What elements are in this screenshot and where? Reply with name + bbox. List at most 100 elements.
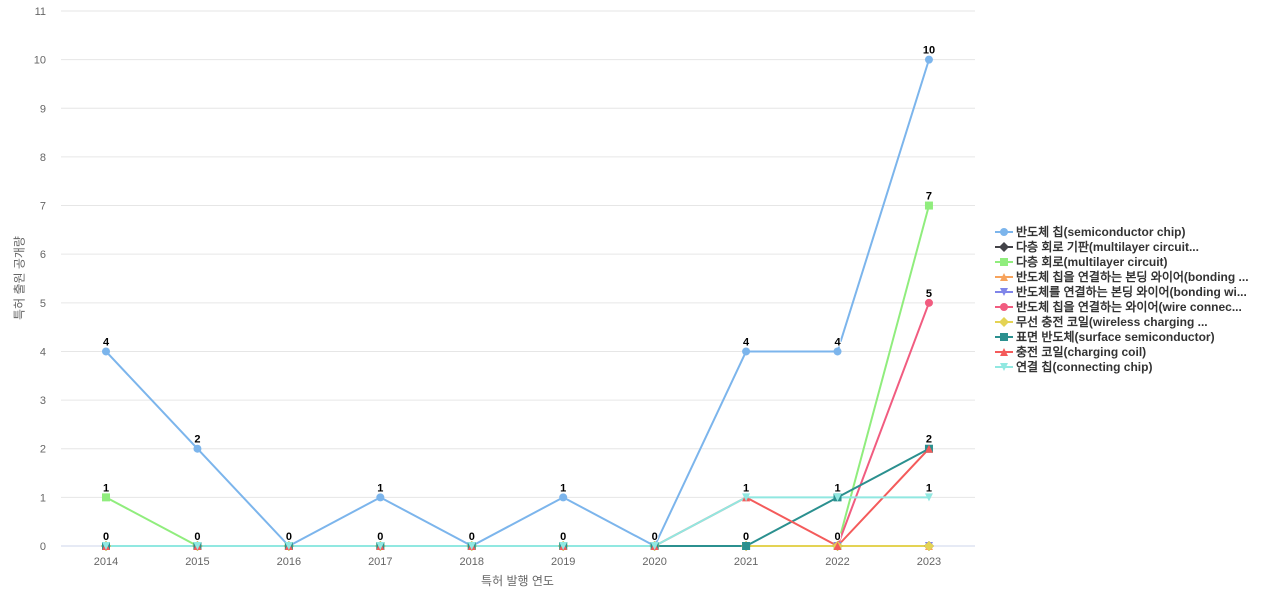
- y-tick-label: 7: [40, 201, 46, 213]
- x-tick-label: 2014: [94, 556, 118, 568]
- legend-item[interactable]: 무선 충전 코일(wireless charging ...: [995, 314, 1249, 329]
- x-tick-label: 2020: [642, 556, 666, 568]
- legend-label: 반도체 칩을 연결하는 본딩 와이어(bonding ...: [1016, 270, 1249, 284]
- legend-item[interactable]: 연결 칩(connecting chip): [995, 359, 1249, 374]
- series-10-point: [102, 542, 110, 550]
- data-label: 4: [743, 336, 750, 348]
- data-label: 0: [560, 531, 566, 543]
- data-label: 0: [194, 531, 200, 543]
- legend-symbol: [995, 241, 1013, 252]
- series-10-point: [193, 542, 202, 550]
- legend-marker: [1000, 287, 1008, 296]
- series-6-point: [924, 298, 933, 307]
- series-10-point: [376, 542, 385, 550]
- y-tick-label: 3: [40, 395, 46, 407]
- data-label: 0: [469, 531, 475, 543]
- legend-label: 반도체 칩(semiconductor chip): [1016, 225, 1186, 239]
- y-axis-ticks: 0 1 2 3 4 5 6 7 8 9 10 11: [34, 6, 46, 553]
- x-axis-title: 특허 발행 연도: [481, 574, 554, 588]
- series-3-point: [924, 201, 933, 210]
- data-label: 1: [743, 482, 749, 494]
- series-1-point: [193, 444, 202, 453]
- series-10-point: [924, 493, 933, 502]
- series-1-point: [924, 55, 933, 64]
- series-3-point: [102, 493, 110, 502]
- series-line-6: [105, 301, 930, 547]
- legend-symbol: [995, 347, 1013, 356]
- legend-marker: [1000, 302, 1008, 311]
- legend-symbol: [995, 272, 1013, 281]
- grid-lines: [61, 10, 975, 547]
- data-label: 1: [926, 482, 932, 494]
- legend-item[interactable]: 표면 반도체(surface semiconductor): [995, 329, 1249, 344]
- data-label: 4: [834, 336, 841, 348]
- series-line-3: [105, 204, 930, 547]
- legend-marker: [999, 316, 1009, 327]
- y-tick-label: 4: [40, 346, 46, 358]
- series-1-point: [102, 347, 110, 356]
- y-tick-label: 0: [40, 541, 46, 553]
- series-line-10: [105, 496, 930, 547]
- legend-symbol: [995, 332, 1013, 341]
- legend-item[interactable]: 충전 코일(charging coil): [995, 344, 1249, 359]
- data-label: 1: [834, 482, 840, 494]
- data-label: 10: [923, 45, 935, 57]
- data-label: 2: [926, 434, 932, 446]
- data-label: 4: [103, 336, 110, 348]
- data-label: 1: [103, 482, 109, 494]
- legend-marker: [1000, 362, 1008, 371]
- data-label: 0: [652, 531, 658, 543]
- x-tick-label: 2016: [277, 556, 301, 568]
- series-line-1: [105, 58, 930, 547]
- y-axis-title: 특허 출원 공개량: [12, 236, 27, 320]
- series-1-point: [742, 347, 751, 356]
- series-10-point: [833, 493, 842, 502]
- data-label: 0: [286, 531, 292, 543]
- legend-label: 충전 코일(charging coil): [1016, 345, 1147, 359]
- data-label: 5: [926, 288, 932, 300]
- legend-label: 다층 회로 기판(multilayer circuit...: [1016, 240, 1199, 254]
- y-tick-label: 11: [35, 6, 46, 18]
- y-tick-label: 9: [40, 103, 46, 115]
- legend-item[interactable]: 반도체 칩을 연결하는 본딩 와이어(bonding ...: [995, 269, 1249, 284]
- legend-label: 표면 반도체(surface semiconductor): [1016, 330, 1215, 344]
- x-tick-label: 2018: [460, 556, 484, 568]
- legend-item[interactable]: 반도체 칩을 연결하는 와이어(wire connec...: [995, 299, 1249, 314]
- data-label: 0: [286, 531, 292, 543]
- legend-label: 무선 충전 코일(wireless charging ...: [1016, 315, 1208, 329]
- y-tick-label: 8: [40, 152, 46, 164]
- series-8-point: [742, 542, 751, 550]
- series-1-point: [376, 493, 385, 502]
- data-label: 0: [743, 531, 749, 543]
- data-label: 0: [652, 531, 658, 543]
- x-axis-ticks: 2014 2015 2016 2017 2018 2019 2020 2021 2022 2023: [94, 556, 941, 568]
- legend-marker: [1000, 332, 1008, 341]
- data-label: 0: [377, 531, 383, 543]
- legend-symbol: [995, 257, 1013, 266]
- legend-item[interactable]: 반도체를 연결하는 본딩 와이어(bonding wi...: [995, 284, 1249, 299]
- legend-item[interactable]: 다층 회로(multilayer circuit): [995, 254, 1249, 269]
- series-lines: [105, 58, 930, 547]
- series-9-point: [833, 542, 842, 550]
- x-tick-label: 2021: [734, 556, 758, 568]
- data-label: 0: [469, 531, 475, 543]
- series-9-point: [924, 444, 933, 453]
- y-tick-label: 6: [40, 249, 46, 261]
- legend-marker: [1000, 227, 1008, 236]
- legend-marker: [1000, 347, 1008, 356]
- series-10-point: [467, 542, 476, 550]
- series-10-point: [742, 493, 751, 502]
- data-label: 1: [377, 482, 383, 494]
- legend-item[interactable]: 다층 회로 기판(multilayer circuit...: [995, 239, 1249, 254]
- legend-label: 반도체 칩을 연결하는 와이어(wire connec...: [1016, 300, 1242, 314]
- legend-item[interactable]: 반도체 칩(semiconductor chip): [995, 224, 1249, 239]
- data-label: 0: [103, 531, 109, 543]
- series-10-point: [650, 542, 659, 550]
- legend-symbol: [995, 287, 1013, 296]
- legend-label: 다층 회로(multilayer circuit): [1016, 255, 1168, 269]
- legend-symbol: [995, 316, 1013, 327]
- legend-label: 반도체를 연결하는 본딩 와이어(bonding wi...: [1016, 285, 1247, 299]
- legend-marker: [999, 241, 1009, 252]
